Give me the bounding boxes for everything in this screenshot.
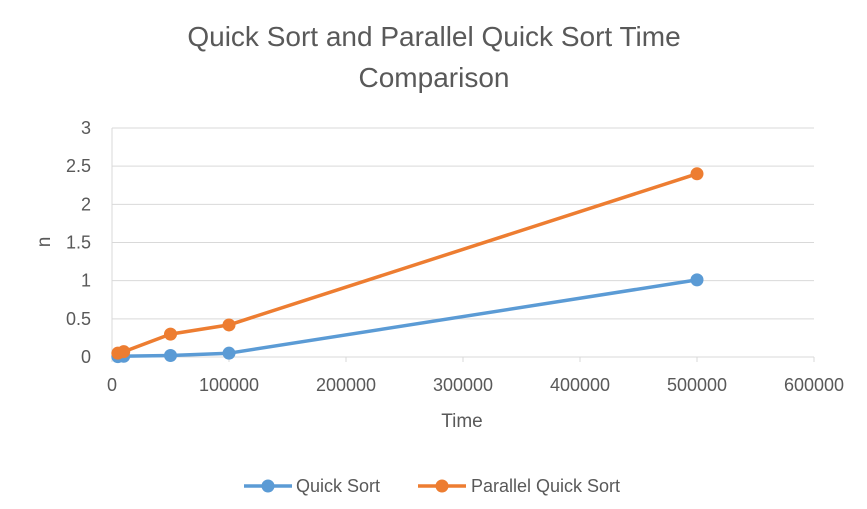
y-tick-label: 1.5: [66, 233, 91, 253]
series-0-point: [164, 348, 177, 362]
y-tick-label: 2.5: [66, 156, 91, 176]
series-1-point: [222, 318, 236, 332]
y-tick-label: 0.5: [66, 309, 91, 329]
x-tick-label: 500000: [667, 375, 727, 395]
series-0-point: [690, 273, 704, 287]
y-tick-label: 3: [81, 118, 91, 138]
legend-swatch-marker: [435, 479, 449, 493]
x-tick-label: 0: [107, 375, 117, 395]
series-1-point: [164, 327, 177, 341]
x-axis-title: Time: [441, 411, 483, 432]
series-1-point: [690, 167, 704, 181]
series-0-point: [222, 346, 236, 360]
legend-swatch-marker: [261, 479, 275, 493]
y-axis-title: n: [34, 237, 55, 248]
legend-label: Quick Sort: [296, 476, 380, 496]
y-tick-label: 1: [81, 271, 91, 291]
series: [111, 167, 704, 364]
x-tick-label: 200000: [316, 375, 376, 395]
y-tick-label: 0: [81, 347, 91, 367]
legend-label: Parallel Quick Sort: [471, 476, 620, 496]
x-tick-label: 300000: [433, 375, 493, 395]
y-tick-labels: 0 0.5 1 1.5 2 2.5 3: [66, 118, 91, 367]
chart-title-line-1: Quick Sort and Parallel Quick Sort Time: [187, 21, 680, 52]
x-tick-label: 600000: [784, 375, 844, 395]
x-tick-labels: 0 100000 200000 300000 400000 500000 600000: [107, 375, 844, 395]
chart-title-line-2: Comparison: [359, 62, 510, 93]
x-tick-label: 100000: [199, 375, 259, 395]
y-tick-label: 2: [81, 194, 91, 214]
legend: Quick Sort Parallel Quick Sort: [244, 476, 620, 496]
series-1-point: [117, 345, 131, 359]
x-tick-label: 400000: [550, 375, 610, 395]
